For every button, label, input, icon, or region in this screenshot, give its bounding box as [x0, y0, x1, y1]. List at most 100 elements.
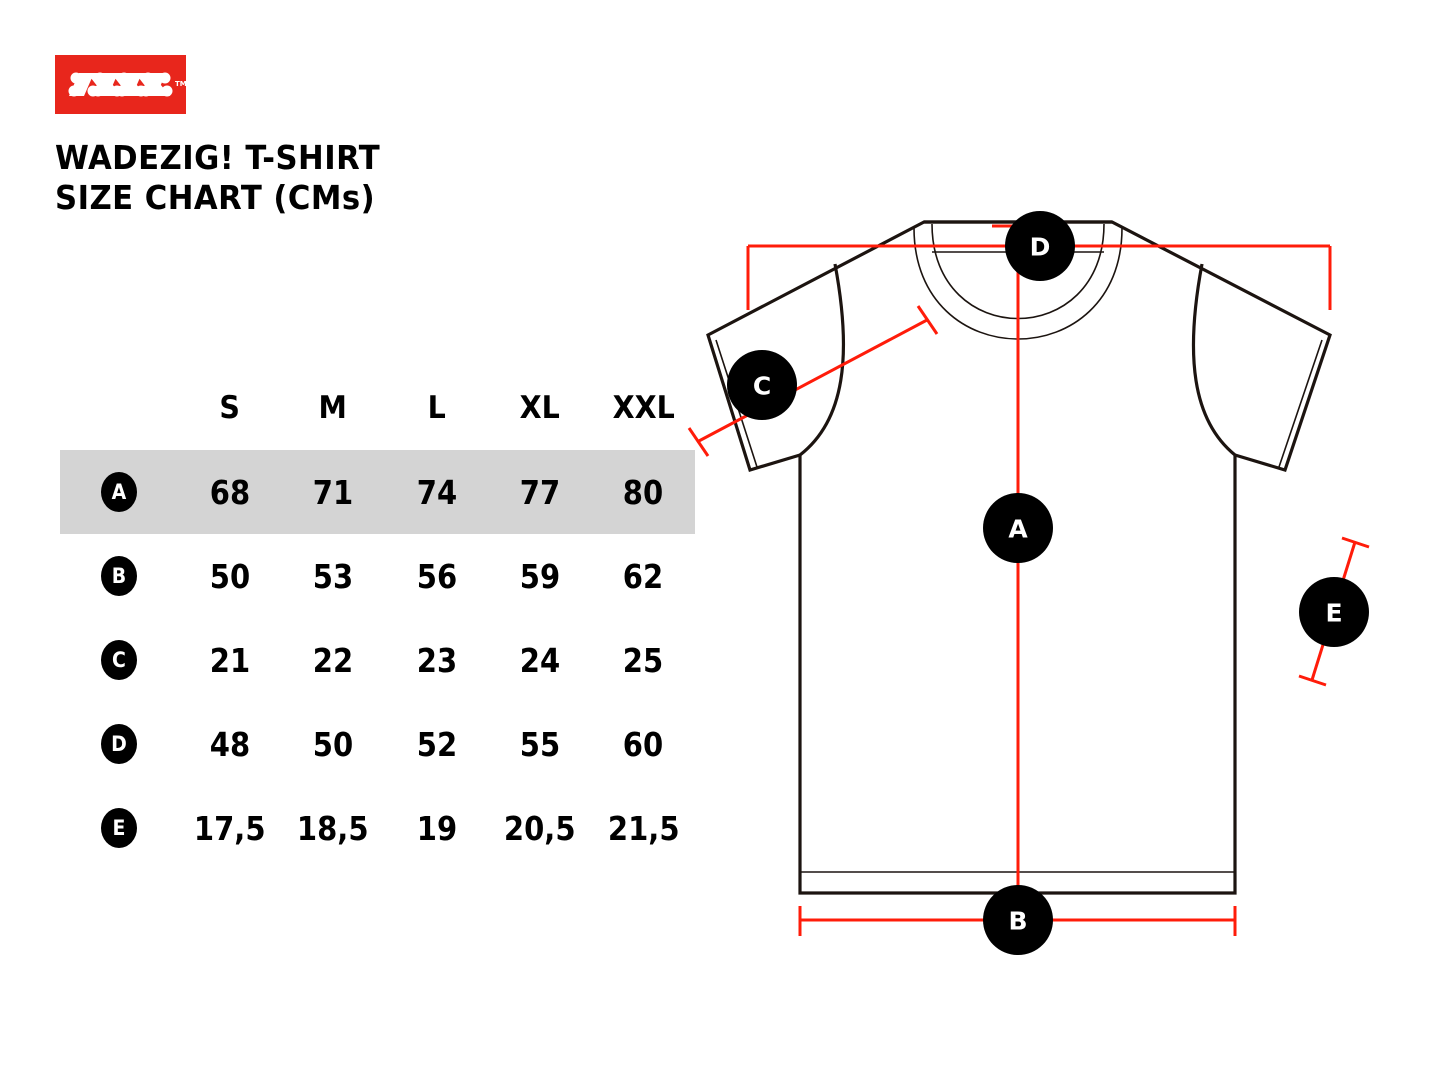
cell: 25: [592, 618, 695, 702]
cell: 50: [281, 702, 384, 786]
badge-label-c: C: [753, 372, 771, 401]
value-a-l: 74: [416, 472, 457, 512]
table-row: B 50 53 56 59 62: [60, 534, 695, 618]
value-b-m: 53: [312, 556, 354, 596]
measure-badge-d: D: [101, 724, 137, 764]
cell: 24: [488, 618, 591, 702]
header-size-l: L: [427, 390, 446, 426]
value-d-xxl: 60: [623, 724, 664, 764]
cell: 17,5: [178, 786, 281, 870]
value-b-l: 56: [416, 556, 457, 596]
badge-circle-c: [727, 350, 797, 420]
badge-label-d: D: [1030, 233, 1051, 262]
cell: 74: [384, 450, 489, 534]
shirt-outline-group: [706, 220, 1332, 895]
value-c-l: 23: [416, 640, 457, 680]
left-armhole-seam: [799, 263, 846, 457]
table-row: D 48 50 52 55 60: [60, 702, 695, 786]
title-line-2: SIZE CHART (CMs): [55, 178, 376, 217]
value-d-m: 50: [312, 724, 354, 764]
row-code-cell: C: [60, 618, 178, 702]
cell: 53: [281, 534, 384, 618]
shirt-body-outline: [706, 220, 1332, 895]
cell: 77: [488, 450, 592, 534]
value-d-xl: 55: [519, 724, 561, 764]
cell: 48: [178, 702, 281, 786]
measurement-lines-group: [687, 224, 1370, 936]
badge-circle-d: [1005, 211, 1075, 281]
value-a-s: 68: [209, 472, 250, 512]
cell: 56: [385, 534, 488, 618]
row-code-cell: A: [60, 450, 178, 534]
measure-badge-c: C: [101, 640, 137, 680]
tshirt-diagram: D C E A B: [640, 180, 1445, 970]
header-size-xxl: XXL: [612, 390, 675, 426]
header-size-m: M: [318, 390, 348, 426]
table-row: A 68 71 74 77 80: [60, 450, 695, 534]
wadezig-logo-icon: TM: [55, 55, 186, 114]
trademark-symbol: TM: [175, 80, 186, 88]
cell: 60: [592, 702, 695, 786]
cell: 21: [178, 618, 281, 702]
value-b-xxl: 62: [623, 556, 664, 596]
value-c-s: 21: [209, 640, 250, 680]
value-c-xxl: 25: [623, 640, 664, 680]
value-b-s: 50: [209, 556, 250, 596]
measure-badge-a: A: [101, 472, 137, 512]
right-armhole-seam: [1191, 263, 1237, 457]
value-c-xl: 24: [519, 640, 561, 680]
logo-zigzag-strokes: [68, 72, 173, 97]
row-code-cell: D: [60, 702, 178, 786]
badge-label-b: B: [1008, 907, 1027, 936]
table-row: E 17,5 18,5 19 20,5 21,5: [60, 786, 695, 870]
cell: 20,5: [488, 786, 591, 870]
value-a-xl: 77: [519, 472, 561, 512]
measure-badge-b: B: [983, 885, 1053, 955]
table-row: C 21 22 23 24 25: [60, 618, 695, 702]
table-header-row: S M L XL XXL: [60, 366, 695, 450]
size-chart-table: S M L XL XXL A 68 71 74 77 80 B: [60, 366, 695, 870]
measure-badge-e: E: [101, 808, 137, 848]
value-e-m: 18,5: [297, 808, 369, 848]
badge-label-e: E: [1325, 599, 1342, 628]
cell: 59: [488, 534, 591, 618]
cell: 52: [385, 702, 488, 786]
value-e-xxl: 21,5: [607, 808, 680, 848]
brand-logo: TM: [55, 55, 186, 114]
row-code-cell: B: [60, 534, 178, 618]
value-b-xl: 59: [519, 556, 561, 596]
cell: 71: [281, 450, 385, 534]
value-e-l: 19: [416, 808, 457, 848]
measure-badge-a: A: [983, 493, 1053, 563]
right-sleeve-cuff-line: [1278, 339, 1323, 468]
cell: 23: [385, 618, 488, 702]
header-size-s: S: [219, 390, 240, 426]
page-title: WADEZIG! T-SHIRT SIZE CHART (CMs): [55, 138, 675, 218]
measure-badge-c: C: [727, 350, 797, 420]
cell: 19: [385, 786, 488, 870]
header-measure-code: [65, 366, 174, 450]
badge-circle-e: [1299, 577, 1369, 647]
cell: 62: [592, 534, 695, 618]
measure-badge-d: D: [1005, 211, 1075, 281]
measure-badge-b: B: [101, 556, 137, 596]
value-e-s: 17,5: [193, 808, 266, 848]
cell: 50: [178, 534, 281, 618]
value-e-xl: 20,5: [504, 808, 576, 848]
value-c-m: 22: [312, 640, 354, 680]
measurements-table: S M L XL XXL A 68 71 74 77 80 B: [60, 366, 695, 870]
cell: 68: [178, 450, 282, 534]
header-size-xl: XL: [519, 390, 560, 426]
badge-label-a: A: [1008, 515, 1028, 544]
measure-c-line: [687, 305, 939, 457]
cell: 18,5: [281, 786, 384, 870]
badge-circle-a: [983, 493, 1053, 563]
value-d-s: 48: [209, 724, 250, 764]
value-a-m: 71: [312, 472, 354, 512]
cell: 21,5: [592, 786, 695, 870]
value-a-xxl: 80: [623, 472, 664, 512]
title-line-1: WADEZIG! T-SHIRT: [55, 138, 381, 177]
cell: 55: [488, 702, 591, 786]
badge-circle-b: [983, 885, 1053, 955]
row-code-cell: E: [60, 786, 178, 870]
